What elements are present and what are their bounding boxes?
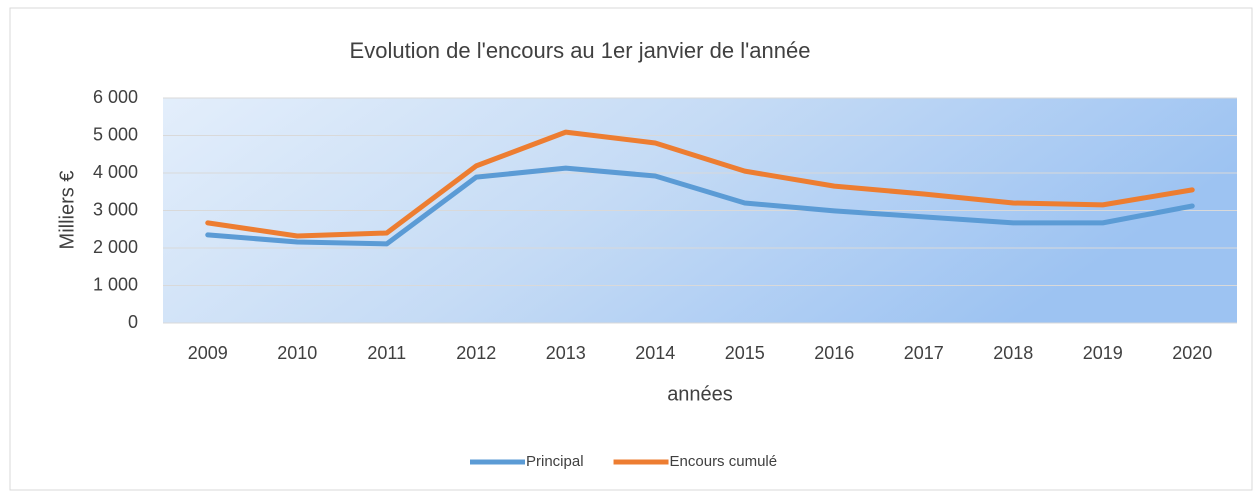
x-tick-label: 2011 <box>367 343 406 363</box>
y-axis-title: Milliers € <box>56 171 78 250</box>
x-tick-label: 2009 <box>188 343 228 363</box>
x-tick-label: 2018 <box>993 343 1033 363</box>
x-tick-label: 2019 <box>1083 343 1123 363</box>
x-tick-label: 2010 <box>277 343 317 363</box>
chart-title: Evolution de l'encours au 1er janvier de… <box>350 38 811 63</box>
y-tick-label: 0 <box>128 312 138 332</box>
x-tick-label: 2013 <box>546 343 586 363</box>
legend-label: Principal <box>526 453 584 470</box>
x-tick-label: 2016 <box>814 343 854 363</box>
x-tick-label: 2017 <box>904 343 944 363</box>
y-tick-label: 3 000 <box>93 199 138 219</box>
x-axis-title: années <box>667 383 733 405</box>
legend-label: Encours cumulé <box>670 453 778 470</box>
line-series <box>205 129 1195 239</box>
y-tick-label: 6 000 <box>93 87 138 107</box>
x-tick-label: 2014 <box>635 343 675 363</box>
x-tick-label: 2015 <box>725 343 765 363</box>
y-tick-label: 4 000 <box>93 162 138 182</box>
y-tick-label: 5 000 <box>93 124 138 144</box>
y-tick-label: 2 000 <box>93 237 138 257</box>
x-tick-label: 2020 <box>1172 343 1212 363</box>
line-series <box>205 165 1195 247</box>
x-tick-label: 2012 <box>456 343 496 363</box>
y-tick-label: 1 000 <box>93 274 138 294</box>
